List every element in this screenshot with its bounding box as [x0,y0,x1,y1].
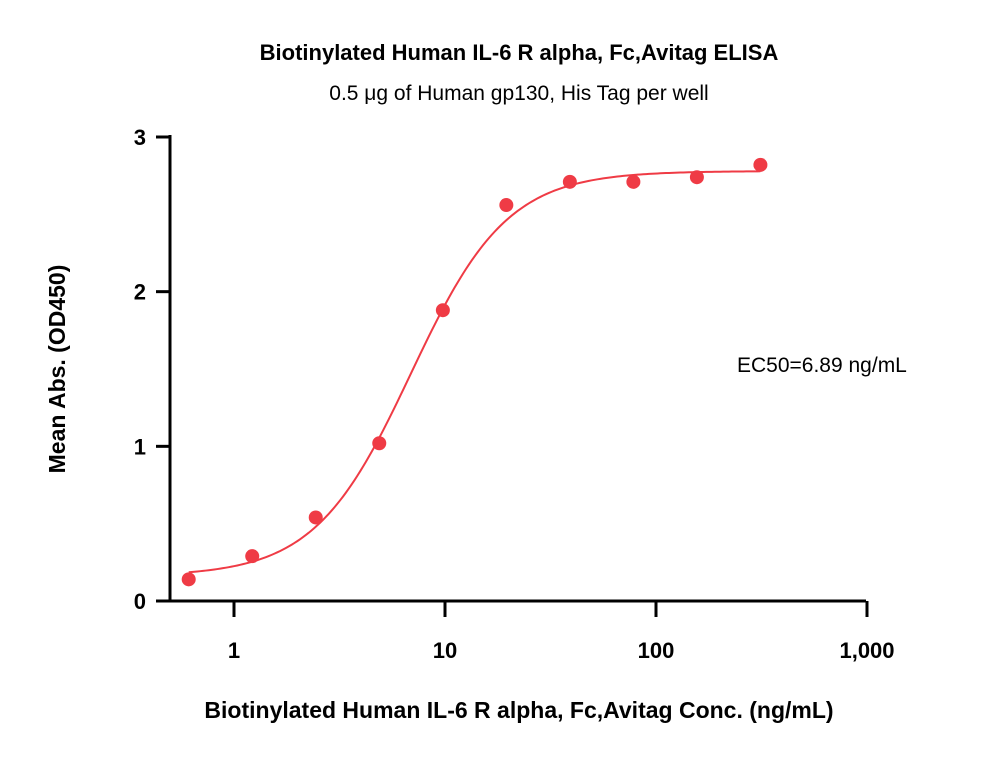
data-point [562,174,577,189]
y-tick-label: 3 [134,125,146,150]
x-tick-label: 100 [638,638,675,663]
data-point [499,198,514,213]
y-tick-label: 2 [134,280,146,305]
data-point [689,170,704,185]
x-tick-label: 1,000 [839,638,894,663]
data-point [372,436,387,451]
data-points [181,157,768,587]
axes [168,135,866,603]
fit-curve [188,170,761,574]
x-tick-label: 10 [433,638,457,663]
data-point [245,549,260,564]
ec50-annotation: EC50=6.89 ng/mL [737,354,907,377]
x-axis-label: Biotinylated Human IL-6 R alpha, Fc,Avit… [204,697,833,723]
ticks: 0 1 2 3 1 10 100 1,000 [134,125,895,663]
chart-subtitle: 0.5 μg of Human gp130, His Tag per well [329,82,708,105]
data-point [626,174,641,189]
data-point [181,572,196,587]
chart-title: Biotinylated Human IL-6 R alpha, Fc,Avit… [260,40,779,65]
data-point [308,510,323,525]
y-tick-label: 0 [134,589,146,614]
y-axis-label: Mean Abs. (OD450) [44,265,70,474]
data-point [753,157,768,172]
x-tick-label: 1 [228,638,240,663]
data-point [435,303,450,318]
y-tick-label: 1 [134,434,146,459]
